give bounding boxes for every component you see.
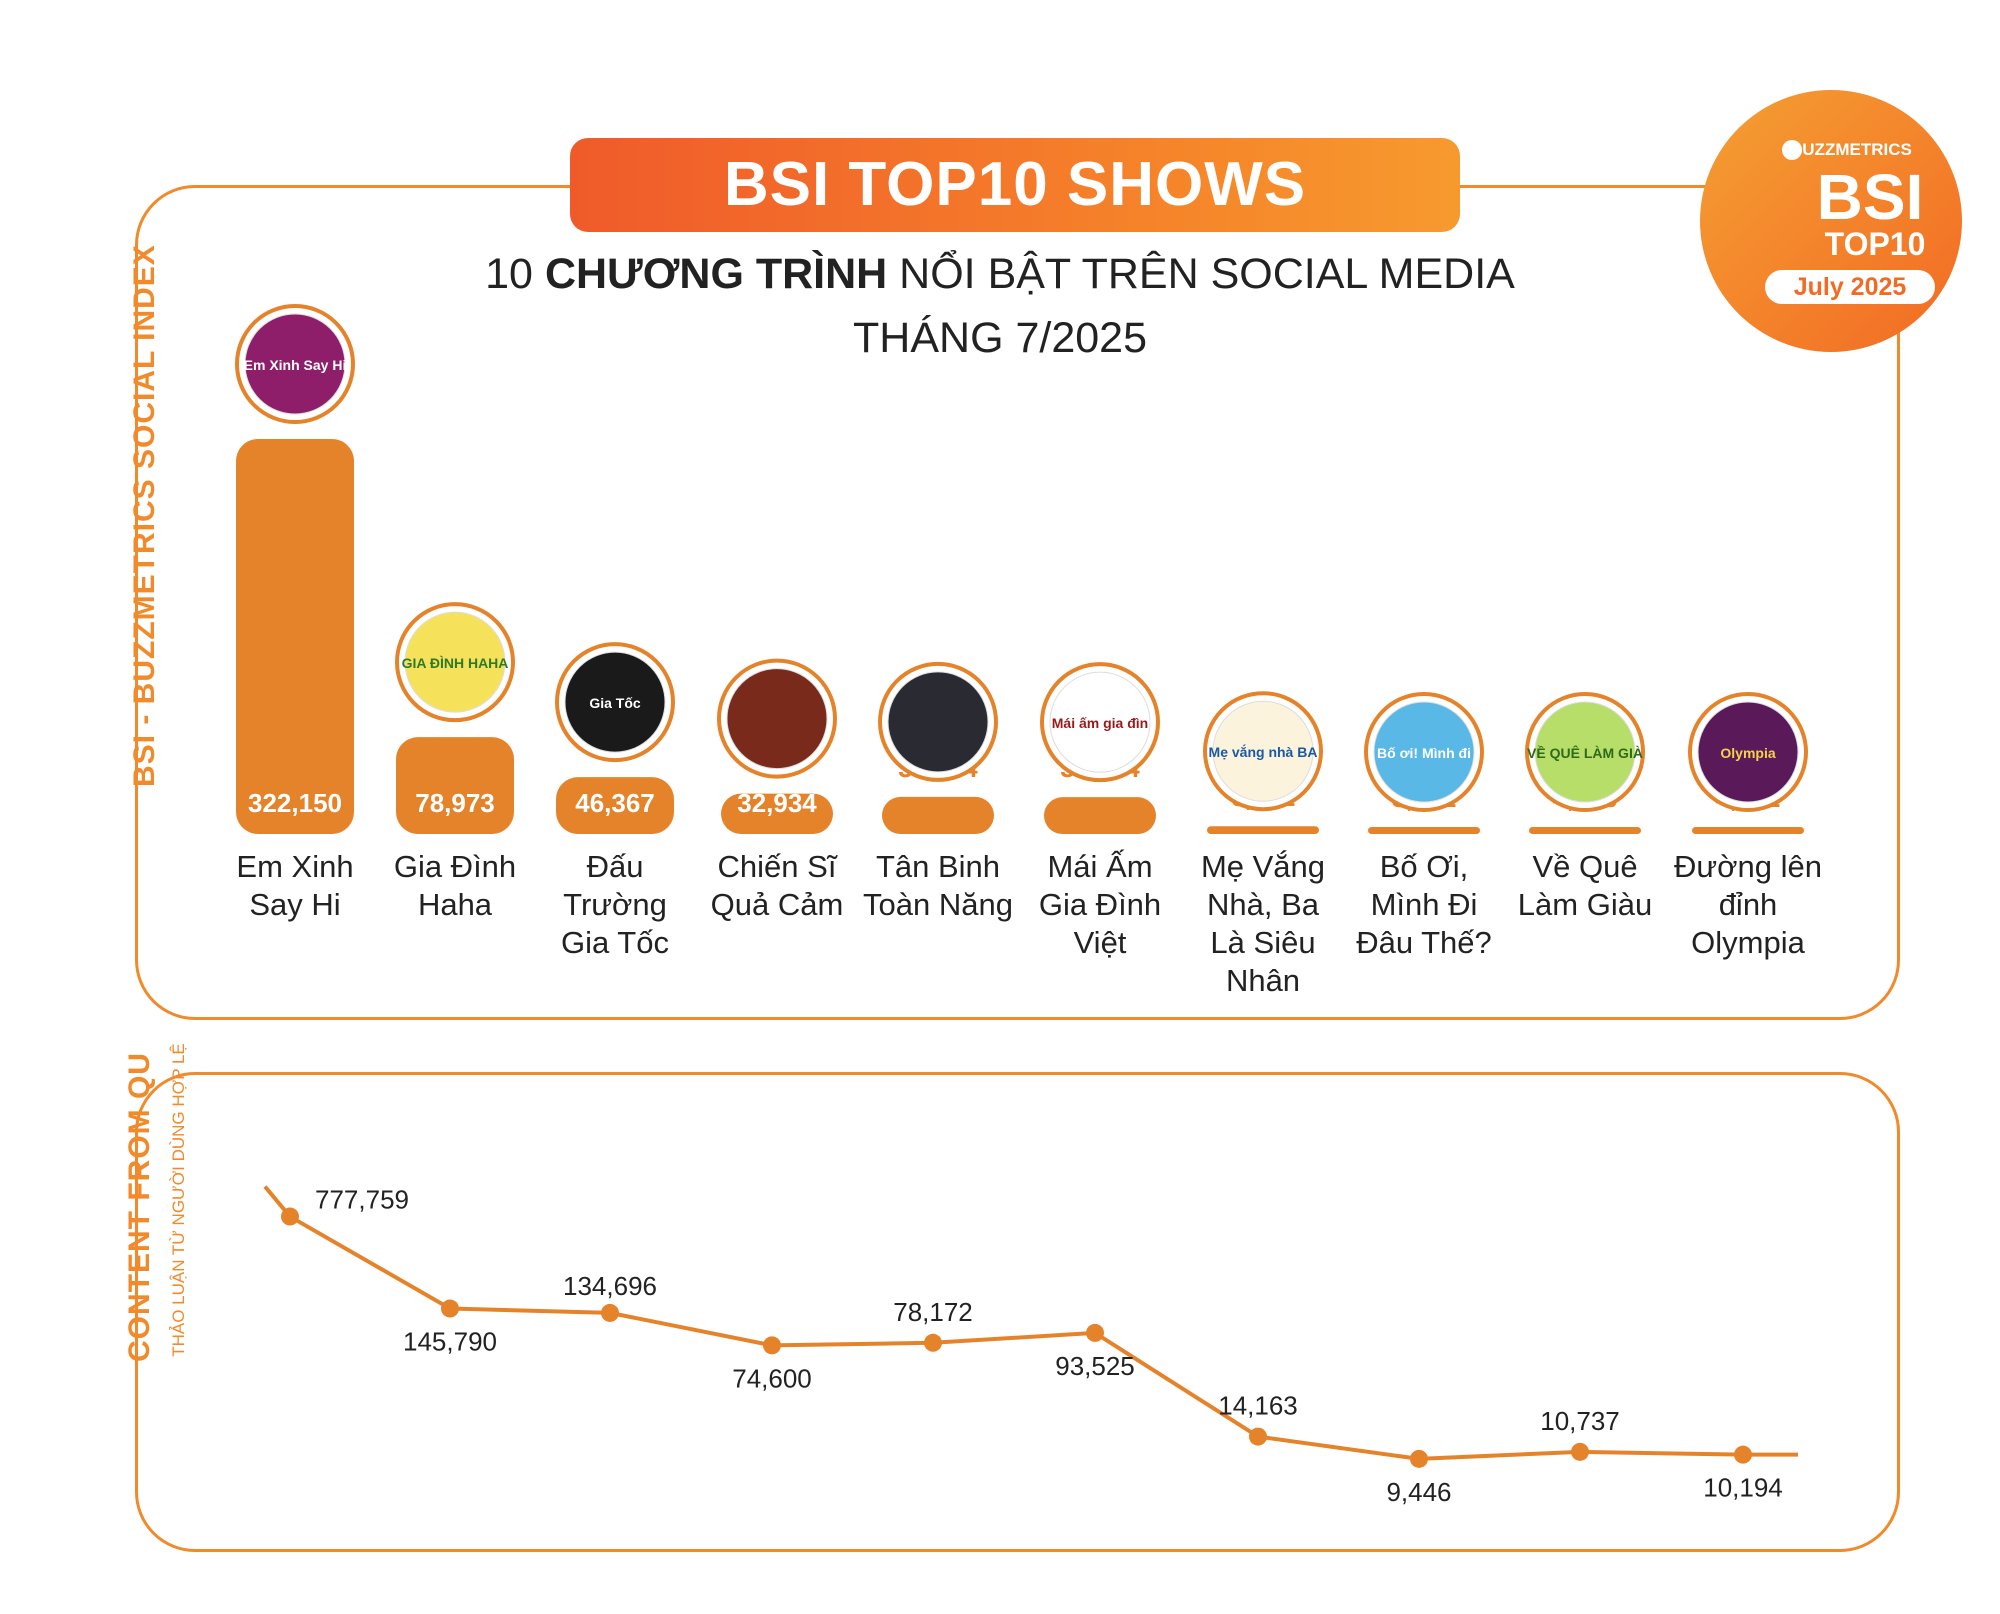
buzzmetrics-logo-icon xyxy=(1782,140,1802,160)
badge-title: BSI xyxy=(1816,161,1924,233)
badge-subtitle: TOP10 xyxy=(1824,226,1926,262)
bar-9 xyxy=(1692,827,1804,834)
line-value-label-6: 14,163 xyxy=(1218,1391,1298,1421)
show-logo-5 xyxy=(1049,671,1151,773)
show-name-0: Em Xinh Say Hi xyxy=(236,849,354,922)
badge-brand: BUZZMETRICS xyxy=(1790,140,1912,159)
banner-title: BSI TOP10 SHOWS xyxy=(570,138,1460,232)
chart-subtitle: 10 CHƯƠNG TRÌNH NỔI BẬT TRÊN SOCIAL MEDI… xyxy=(0,250,2000,299)
line-point-7 xyxy=(1410,1449,1428,1468)
bottom-chart-frame xyxy=(135,1072,1900,1552)
show-name-3: Chiến Sĩ Quả Cảm xyxy=(710,849,844,922)
line-value-label-8: 10,737 xyxy=(1540,1406,1620,1436)
show-logo-9 xyxy=(1697,701,1799,803)
line-value-label-5: 93,525 xyxy=(1055,1351,1135,1381)
line-point-9 xyxy=(1734,1445,1752,1464)
show-logo-text-7: Bố ơi! Mình đi xyxy=(1377,745,1471,761)
bar-7 xyxy=(1368,827,1480,834)
bar-1 xyxy=(396,737,514,834)
subtitle-bold: CHƯƠNG TRÌNH xyxy=(544,250,888,298)
line-point-2 xyxy=(601,1303,619,1322)
show-logo-4 xyxy=(887,671,989,773)
line-point-8 xyxy=(1571,1442,1589,1461)
show-name-8: Về Quê Làm Giàu xyxy=(1517,849,1653,922)
show-logo-text-2: Gia Tốc xyxy=(589,695,641,711)
line-value-label-4: 78,172 xyxy=(893,1297,973,1327)
show-logo-8 xyxy=(1534,701,1636,803)
bar-4 xyxy=(882,796,994,834)
show-name-7: Bố Ơi, Mình Đi Đâu Thế? xyxy=(1356,849,1492,960)
bar-value-label-1: 78,973 xyxy=(415,788,495,818)
show-logo-text-5: Mái ấm gia đìn xyxy=(1052,715,1148,731)
subtitle-suffix: NỔI BẬT TRÊN SOCIAL MEDIA xyxy=(899,250,1515,298)
show-name-9: Đường lên đỉnh Olympia xyxy=(1674,849,1822,960)
bar-6 xyxy=(1207,826,1319,834)
bar-value-label-0: 322,150 xyxy=(248,788,342,818)
line-point-6 xyxy=(1249,1427,1267,1446)
show-logo-7 xyxy=(1373,701,1475,803)
line-value-label-3: 74,600 xyxy=(732,1363,812,1393)
show-name-4: Tân Binh Toàn Năng xyxy=(863,849,1013,922)
line-point-5 xyxy=(1086,1323,1104,1342)
line-value-label-9: 10,194 xyxy=(1703,1473,1783,1503)
bar-5 xyxy=(1044,797,1156,834)
bar-0 xyxy=(236,439,354,834)
badge-month: July 2025 xyxy=(1765,270,1935,304)
line-value-label-7: 9,446 xyxy=(1386,1477,1451,1507)
bar-2 xyxy=(556,777,674,834)
subtitle-prefix: 10 xyxy=(485,250,533,298)
show-logo-6 xyxy=(1212,700,1314,802)
show-name-2: Đấu Trường Gia Tốc xyxy=(561,849,669,960)
show-name-5: Mái Ấm Gia Đình Việt xyxy=(1038,849,1162,960)
bar-value-label-3: 32,934 xyxy=(737,788,817,818)
line-point-4 xyxy=(924,1333,942,1352)
line-point-1 xyxy=(441,1299,459,1318)
show-logo-3 xyxy=(726,668,828,770)
show-logo-0 xyxy=(244,313,346,415)
line-series xyxy=(263,1185,1798,1461)
line-point-0 xyxy=(281,1207,299,1226)
show-logo-text-1: GIA ĐÌNH HAHA xyxy=(402,655,509,671)
show-logo-text-0: Em Xinh Say Hi xyxy=(244,357,347,373)
chart-subtitle-month: THÁNG 7/2025 xyxy=(853,314,1147,362)
show-name-1: Gia Đình Haha xyxy=(393,849,517,922)
line-value-label-2: 134,696 xyxy=(563,1271,657,1301)
line-point-3 xyxy=(763,1336,781,1355)
show-logo-text-6: Mẹ vắng nhà BA xyxy=(1209,743,1318,760)
line-value-label-0: 777,759 xyxy=(315,1185,409,1215)
show-logo-text-9: Olympia xyxy=(1720,745,1775,761)
bar-8 xyxy=(1529,827,1641,834)
show-logo-text-8: VỀ QUÊ LÀM GIÀ xyxy=(1527,744,1643,761)
show-logo-2 xyxy=(564,651,666,753)
show-logo-1 xyxy=(404,611,506,713)
show-name-6: Mẹ Vắng Nhà, Ba Là Siêu Nhân xyxy=(1200,849,1326,998)
line-value-label-1: 145,790 xyxy=(403,1327,497,1357)
bar-value-label-2: 46,367 xyxy=(575,788,655,818)
bar-3 xyxy=(721,793,833,834)
bsi-top10-badge xyxy=(1700,90,1962,352)
